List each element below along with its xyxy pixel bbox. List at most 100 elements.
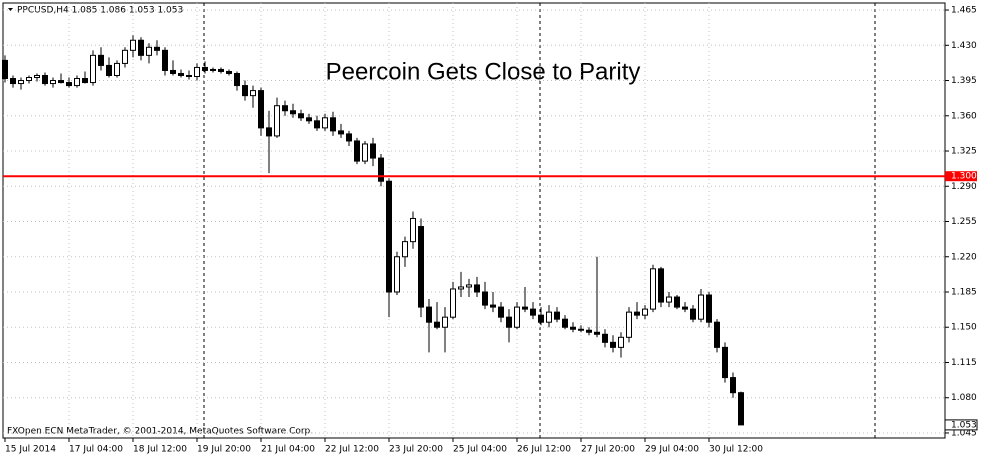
candle-body [146, 46, 152, 56]
candle-body [42, 75, 48, 85]
candle-body [74, 78, 80, 87]
candle-body [626, 311, 632, 338]
current-price-label: 1.053 [951, 420, 977, 430]
candle-body [490, 304, 496, 308]
candle-body [298, 113, 304, 119]
candle-body [546, 311, 552, 323]
candle-body [474, 284, 480, 293]
candle-body [458, 286, 464, 290]
y-tick-label: 1.465 [951, 6, 977, 16]
y-tick-label: 1.360 [951, 111, 977, 121]
candle-body [266, 127, 272, 137]
x-tick-label: 17 Jul 04:00 [69, 445, 123, 455]
candle-body [66, 82, 72, 87]
candle-body [50, 80, 56, 85]
candle-body [602, 333, 608, 343]
candle-body [202, 66, 208, 71]
footer: FXOpen ECN MetaTrader, © 2001-2014, Meta… [7, 427, 313, 437]
candle-body [634, 311, 640, 316]
candle-body [194, 66, 200, 78]
candle-body [418, 226, 424, 308]
candle-body [570, 326, 576, 330]
header-icon [8, 8, 13, 11]
x-tick-label: 23 Jul 20:00 [389, 445, 443, 455]
candle-body [690, 308, 696, 320]
candle-body [354, 140, 360, 162]
candle-body [322, 117, 328, 129]
y-tick-label: 1.185 [951, 287, 977, 297]
candle-body [594, 331, 600, 335]
candle-body [410, 217, 416, 243]
candle-body [98, 54, 104, 66]
candle-body [258, 90, 264, 129]
candle-body [114, 62, 120, 77]
candle-body [2, 59, 8, 80]
y-tick-label: 1.430 [951, 41, 977, 51]
candle-body [442, 316, 448, 328]
candle-body [82, 78, 88, 84]
y-tick-label: 1.045 [951, 428, 977, 438]
candle-body [698, 294, 704, 320]
x-tick-label: 29 Jul 04:00 [645, 445, 699, 455]
candle-body [18, 80, 24, 85]
chart-title: Peercoin Gets Close to Parity [326, 58, 641, 85]
candle-body [346, 133, 352, 142]
candle-body [290, 110, 296, 115]
candle-body [154, 46, 160, 51]
x-tick-label: 25 Jul 04:00 [453, 445, 507, 455]
candle-body [530, 308, 536, 316]
candle-body [338, 130, 344, 135]
candle-body [170, 69, 176, 74]
candle-body [242, 85, 248, 97]
y-tick-label: 1.150 [951, 323, 977, 333]
candle-body [378, 157, 384, 182]
x-tick-label: 27 Jul 20:00 [581, 445, 635, 455]
candle-body [586, 329, 592, 333]
candle-body [330, 117, 336, 132]
candle-body [394, 256, 400, 293]
y-tick-label: 1.395 [951, 76, 977, 86]
candle-body [186, 75, 192, 78]
candle-body [122, 49, 128, 64]
candle-body [10, 78, 16, 85]
candle-body [562, 318, 568, 328]
y-tick-label: 1.325 [951, 147, 977, 157]
candle-body [658, 268, 664, 303]
candle-body [162, 49, 168, 71]
candle-body [426, 306, 432, 323]
x-tick-label: 22 Jul 12:00 [325, 445, 379, 455]
candle-body [90, 54, 96, 84]
candle-body [210, 68, 216, 71]
plot-area [2, 2, 946, 439]
candle-body [218, 68, 224, 72]
candle-body [130, 39, 136, 51]
candle-body [466, 284, 472, 288]
candle-body [522, 306, 528, 310]
candle-body [362, 143, 368, 162]
candle-body [58, 80, 64, 84]
candle-body [706, 294, 712, 323]
candle-body [314, 120, 320, 129]
candle-body [282, 105, 288, 112]
candle-body [650, 268, 656, 310]
candle-body [538, 314, 544, 323]
x-tick-label: 26 Jul 12:00 [517, 445, 571, 455]
candle-body [498, 306, 504, 318]
candle-body [26, 77, 32, 82]
candle-body [514, 306, 520, 328]
candle-body [402, 241, 408, 258]
candle-body [250, 90, 256, 97]
current-price-box [944, 419, 978, 431]
candle-body [554, 311, 560, 320]
candle-body [234, 72, 240, 87]
candle-body [138, 39, 144, 56]
y-tick-label: 1.115 [951, 358, 977, 368]
candle-body [370, 143, 376, 159]
candle-body [178, 72, 184, 77]
price-line-label-box [945, 171, 977, 182]
candle-body [578, 328, 584, 331]
y-tick-label: 1.220 [951, 252, 977, 262]
candle-body [674, 296, 680, 308]
x-tick-label: 21 Jul 04:00 [261, 445, 315, 455]
